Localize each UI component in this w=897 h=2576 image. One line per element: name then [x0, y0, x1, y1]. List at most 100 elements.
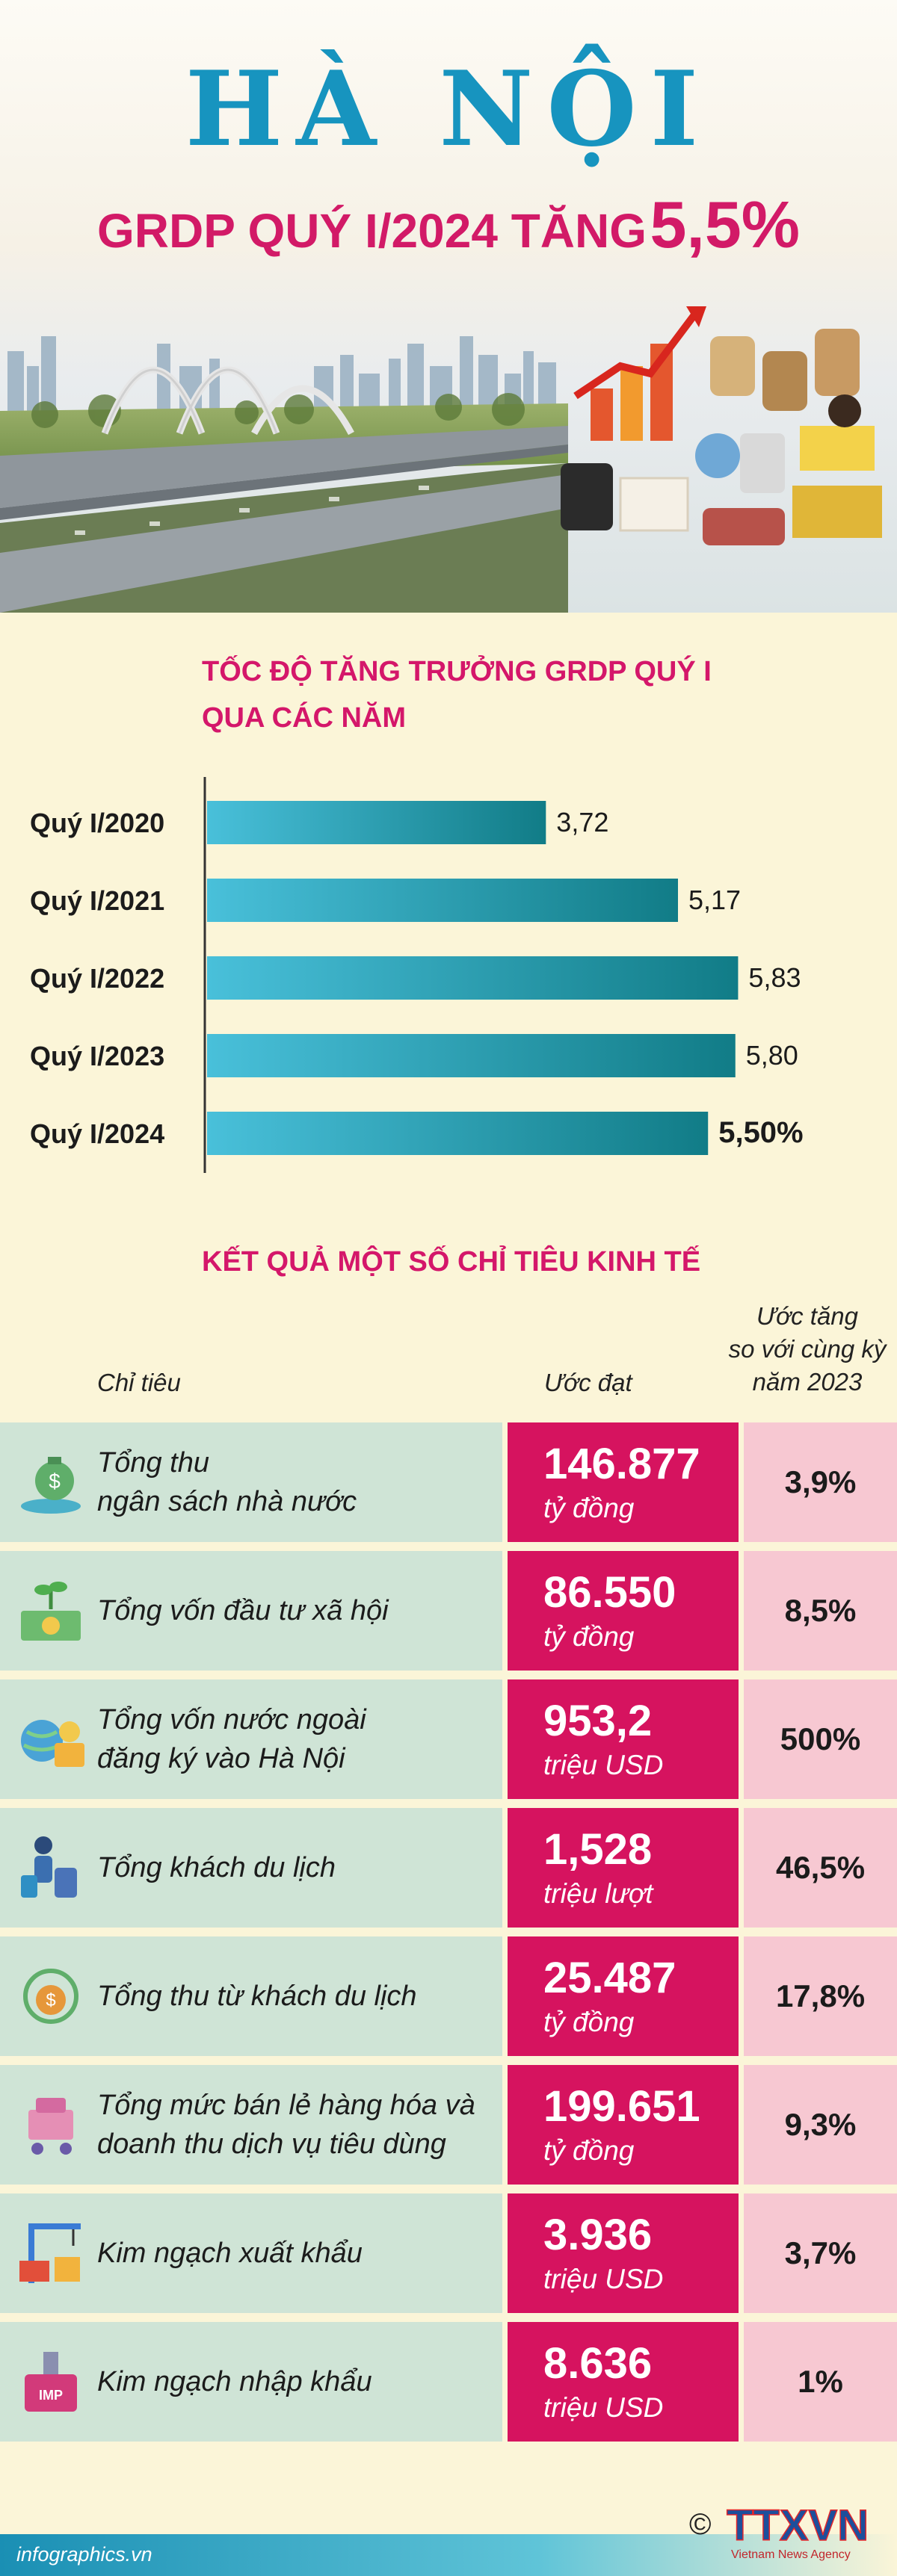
- estimate-unit: tỷ đồng: [543, 1493, 635, 1523]
- cell-indicator: $ Tổng thu từ khách du lịch: [0, 1936, 502, 2056]
- table-row: Kim ngạch xuất khẩu 3.936 triệu USD 3,7%: [0, 2193, 897, 2313]
- table-row: IMP Kim ngạch nhập khẩu 8.636 triệu USD 1%: [0, 2322, 897, 2442]
- estimate-value: 86.550: [543, 1568, 676, 1617]
- cell-estimate: 25.487 tỷ đồng: [508, 1936, 739, 2056]
- indicator-label-line-1: Tổng khách du lịch: [97, 1852, 336, 1883]
- estimate-unit: tỷ đồng: [543, 1621, 635, 1652]
- cell-growth: 8,5%: [744, 1551, 897, 1671]
- bar: [207, 1112, 709, 1155]
- estimate-unit: triệu USD: [543, 2264, 664, 2294]
- growth-value: 9,3%: [784, 2107, 857, 2142]
- value-label: 5,50%: [718, 1116, 803, 1149]
- import-box-icon: IMP: [25, 2352, 77, 2412]
- chart-title: TỐC ĐỘ TĂNG TRƯỞNG GRDP QUÝ I QUA CÁC NĂ…: [202, 648, 845, 741]
- growth-value: 17,8%: [775, 1978, 866, 2013]
- estimate-unit: triệu USD: [543, 1750, 664, 1780]
- cell-indicator: Tổng vốn đầu tư xã hội: [0, 1551, 502, 1671]
- globe-money-icon: [21, 1720, 84, 1767]
- logo-text: TTXVN: [727, 2501, 869, 2550]
- indicator-label: Tổng vốn đầu tư xã hội: [97, 1551, 501, 1671]
- estimate-unit: tỷ đồng: [543, 2135, 635, 2166]
- subtitle-value: 5,5%: [650, 188, 801, 261]
- subtitle-prefix: GRDP QUÝ I/2024 TĂNG: [96, 204, 647, 258]
- chart-title-line-1: TỐC ĐỘ TĂNG TRƯỞNG GRDP QUÝ I: [202, 656, 712, 687]
- growth-value: 46,5%: [775, 1850, 866, 1885]
- table-row: Tổng vốn nước ngoài đăng ký vào Hà Nội 953…: [0, 1679, 897, 1799]
- indicator-label: Kim ngạch xuất khẩu: [97, 2193, 501, 2313]
- growth-value: 500%: [780, 1721, 861, 1756]
- cell-growth: 9,3%: [744, 2065, 897, 2185]
- bar: [207, 1034, 736, 1077]
- shopping-cart-icon: [28, 2098, 73, 2155]
- cell-indicator: Tổng vốn nước ngoài đăng ký vào Hà Nội: [0, 1679, 502, 1799]
- estimate-unit: triệu USD: [543, 2392, 664, 2423]
- growth-value: 3,7%: [784, 2235, 857, 2270]
- copyright-symbol: ©: [689, 2508, 711, 2541]
- table-row: $ Tổng thu từ khách du lịch 25.487 tỷ đồng 1…: [0, 1936, 897, 2056]
- cell-indicator: $ Tổng thu ngân sách nhà nước: [0, 1422, 502, 1542]
- cell-growth: 17,8%: [744, 1936, 897, 2056]
- cell-indicator: Kim ngạch xuất khẩu: [0, 2193, 502, 2313]
- logo-subtext: Vietnam News Agency: [731, 2548, 851, 2561]
- estimate-value: 8.636: [543, 2339, 653, 2388]
- ttxvn-logo: © TTXVN Vietnam News Agency: [689, 2501, 869, 2561]
- bar: [207, 879, 679, 922]
- indicator-label-line-1: Kim ngạch nhập khẩu: [97, 2366, 372, 2397]
- category-label: Quý I/2023: [30, 1041, 164, 1071]
- cell-estimate: 146.877 tỷ đồng: [508, 1422, 739, 1542]
- category-label: Quý I/2020: [30, 808, 164, 838]
- indicator-label: Tổng khách du lịch: [97, 1808, 501, 1928]
- page-subtitle: GRDP QUÝ I/2024 TĂNG 5,5%: [0, 187, 897, 263]
- table-row: Tổng vốn đầu tư xã hội 86.550 tỷ đồng 8,5%: [0, 1551, 897, 1671]
- cell-growth: 46,5%: [744, 1808, 897, 1928]
- cell-estimate: 3.936 triệu USD: [508, 2193, 739, 2313]
- indicator-label-line-2: doanh thu dịch vụ tiêu dùng: [97, 2128, 446, 2160]
- svg-text:$: $: [46, 1990, 55, 2010]
- indicator-label-line-2: đăng ký vào Hà Nội: [97, 1743, 345, 1774]
- value-label: 5,17: [688, 885, 741, 915]
- indicator-label: Tổng vốn nước ngoài đăng ký vào Hà Nội: [97, 1679, 501, 1799]
- indicator-label: Tổng thu từ khách du lịch: [97, 1936, 501, 2056]
- column-header-growth: Ước tăng so với cùng kỳ năm 2023: [718, 1300, 897, 1399]
- indicator-label-line-1: Tổng mức bán lẻ hàng hóa và: [97, 2090, 475, 2121]
- cell-estimate: 1,528 triệu lượt: [508, 1808, 739, 1928]
- column-header-growth-line-1: Ước tăng: [756, 1302, 859, 1330]
- table-row: Tổng khách du lịch 1,528 triệu lượt 46,5%: [0, 1808, 897, 1928]
- svg-text:$: $: [49, 1470, 61, 1493]
- estimate-unit: triệu lượt: [543, 1878, 653, 1909]
- indicator-label-line-1: Tổng vốn đầu tư xã hội: [97, 1595, 389, 1626]
- cell-estimate: 8.636 triệu USD: [508, 2322, 739, 2442]
- export-crane-icon: [19, 2223, 81, 2283]
- chart-title-line-2: QUA CÁC NĂM: [202, 702, 407, 734]
- table-row: $ Tổng thu ngân sách nhà nước 146.877 tỷ đồn…: [0, 1422, 897, 1542]
- indicator-label-line-1: Kim ngạch xuất khẩu: [97, 2238, 363, 2269]
- growth-value: 3,9%: [784, 1464, 857, 1499]
- indicator-label: Kim ngạch nhập khẩu: [97, 2322, 501, 2442]
- money-bag-hand-icon: $: [21, 1457, 81, 1514]
- estimate-value: 146.877: [543, 1440, 700, 1488]
- footer-source: infographics.vn: [16, 2543, 152, 2566]
- svg-text:IMP: IMP: [39, 2388, 63, 2403]
- city-bridge-illustration: [0, 306, 882, 613]
- indicator-label-line-2: ngân sách nhà nước: [97, 1486, 357, 1517]
- bar: [207, 801, 546, 844]
- cell-estimate: 953,2 triệu USD: [508, 1679, 739, 1799]
- category-label: Quý I/2024: [30, 1118, 164, 1149]
- value-label: 3,72: [556, 807, 608, 837]
- cell-indicator: IMP Kim ngạch nhập khẩu: [0, 2322, 502, 2442]
- value-label: 5,83: [748, 962, 801, 993]
- indicator-label-line-1: Tổng thu từ khách du lịch: [97, 1981, 417, 2012]
- estimate-value: 3.936: [543, 2211, 653, 2259]
- cell-growth: 1%: [744, 2322, 897, 2442]
- table-title: KẾT QUẢ MỘT SỐ CHỈ TIÊU KINH TẾ: [202, 1246, 701, 1278]
- cell-indicator: Tổng mức bán lẻ hàng hóa và doanh thu dịc…: [0, 2065, 502, 2185]
- cell-growth: 3,9%: [744, 1422, 897, 1542]
- cell-estimate: 86.550 tỷ đồng: [508, 1551, 739, 1671]
- cell-estimate: 199.651 tỷ đồng: [508, 2065, 739, 2185]
- estimate-value: 25.487: [543, 1954, 676, 2002]
- page-title: HÀ NỘI: [185, 48, 712, 170]
- header-banner: HÀ NỘI GRDP QUÝ I/2024 TĂNG 5,5%: [0, 0, 897, 613]
- cell-indicator: Tổng khách du lịch: [0, 1808, 502, 1928]
- footer-band: [0, 2534, 897, 2576]
- cell-growth: 500%: [744, 1679, 897, 1799]
